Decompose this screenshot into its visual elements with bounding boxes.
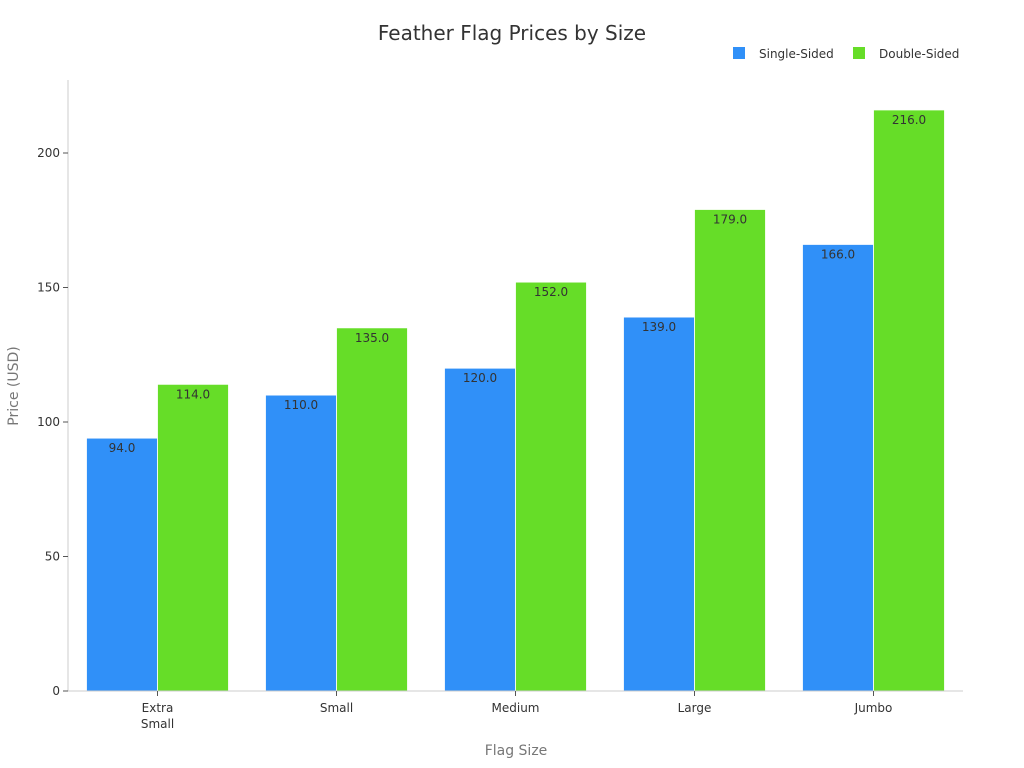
plot-area: 94.0114.0110.0135.0120.0152.0139.0179.01…: [86, 109, 945, 692]
bar-group: 139.0 179.0: [623, 209, 766, 692]
y-axis: 0 50 100 150 200: [37, 80, 69, 698]
bar-single-sided[interactable]: [265, 394, 337, 692]
bar-value-label: 120.0: [463, 371, 497, 385]
bar-group: 94.0 114.0: [86, 383, 229, 692]
legend-swatch: [733, 47, 745, 59]
bar-double-sided[interactable]: [157, 383, 229, 692]
bar-group: 166.0 216.0: [802, 109, 945, 692]
bar-value-label: 152.0: [534, 285, 568, 299]
bar-single-sided[interactable]: [802, 244, 874, 692]
bar-double-sided[interactable]: [694, 209, 766, 692]
x-tick-label: Medium: [492, 701, 540, 715]
x-tick-label: Extra: [142, 701, 174, 715]
y-tick-label: 50: [45, 550, 60, 564]
bar-value-label: 110.0: [284, 398, 318, 412]
bar-single-sided[interactable]: [444, 367, 516, 692]
bar-group: 110.0 135.0: [265, 327, 408, 692]
y-tick-label: 150: [37, 281, 60, 295]
chart-title: Feather Flag Prices by Size: [378, 21, 646, 45]
bar-single-sided[interactable]: [86, 437, 158, 692]
bar-value-label: 94.0: [109, 441, 136, 455]
x-tick-label: Large: [678, 701, 712, 715]
bar-value-label: 216.0: [892, 113, 926, 127]
y-axis-title: Price (USD): [6, 346, 22, 425]
x-tick-label: Small: [320, 701, 353, 715]
legend-swatch: [853, 47, 865, 59]
legend-label: Single-Sided: [759, 47, 834, 61]
bar-value-label: 114.0: [176, 387, 210, 401]
bar-single-sided[interactable]: [623, 316, 695, 692]
bar-value-label: 135.0: [355, 331, 389, 345]
legend-label: Double-Sided: [879, 47, 959, 61]
legend-item-double-sided[interactable]: Double-Sided: [853, 47, 959, 61]
x-tick-label: Jumbo: [854, 701, 893, 715]
x-tick-label: Small: [141, 717, 174, 731]
bar-double-sided[interactable]: [336, 327, 408, 692]
x-axis: Extra Small Small Medium Large Jumbo: [68, 690, 963, 731]
x-axis-title: Flag Size: [485, 743, 548, 759]
legend: Single-Sided Double-Sided: [733, 47, 959, 61]
y-tick-label: 100: [37, 415, 60, 429]
bar-double-sided[interactable]: [515, 281, 587, 692]
y-tick-label: 0: [52, 684, 60, 698]
bar-value-label: 179.0: [713, 212, 747, 226]
bar-value-label: 139.0: [642, 320, 676, 334]
bar-value-label: 166.0: [821, 247, 855, 261]
bar-double-sided[interactable]: [873, 109, 945, 692]
y-tick-label: 200: [37, 146, 60, 160]
legend-item-single-sided[interactable]: Single-Sided: [733, 47, 834, 61]
bar-group: 120.0 152.0: [444, 281, 587, 692]
